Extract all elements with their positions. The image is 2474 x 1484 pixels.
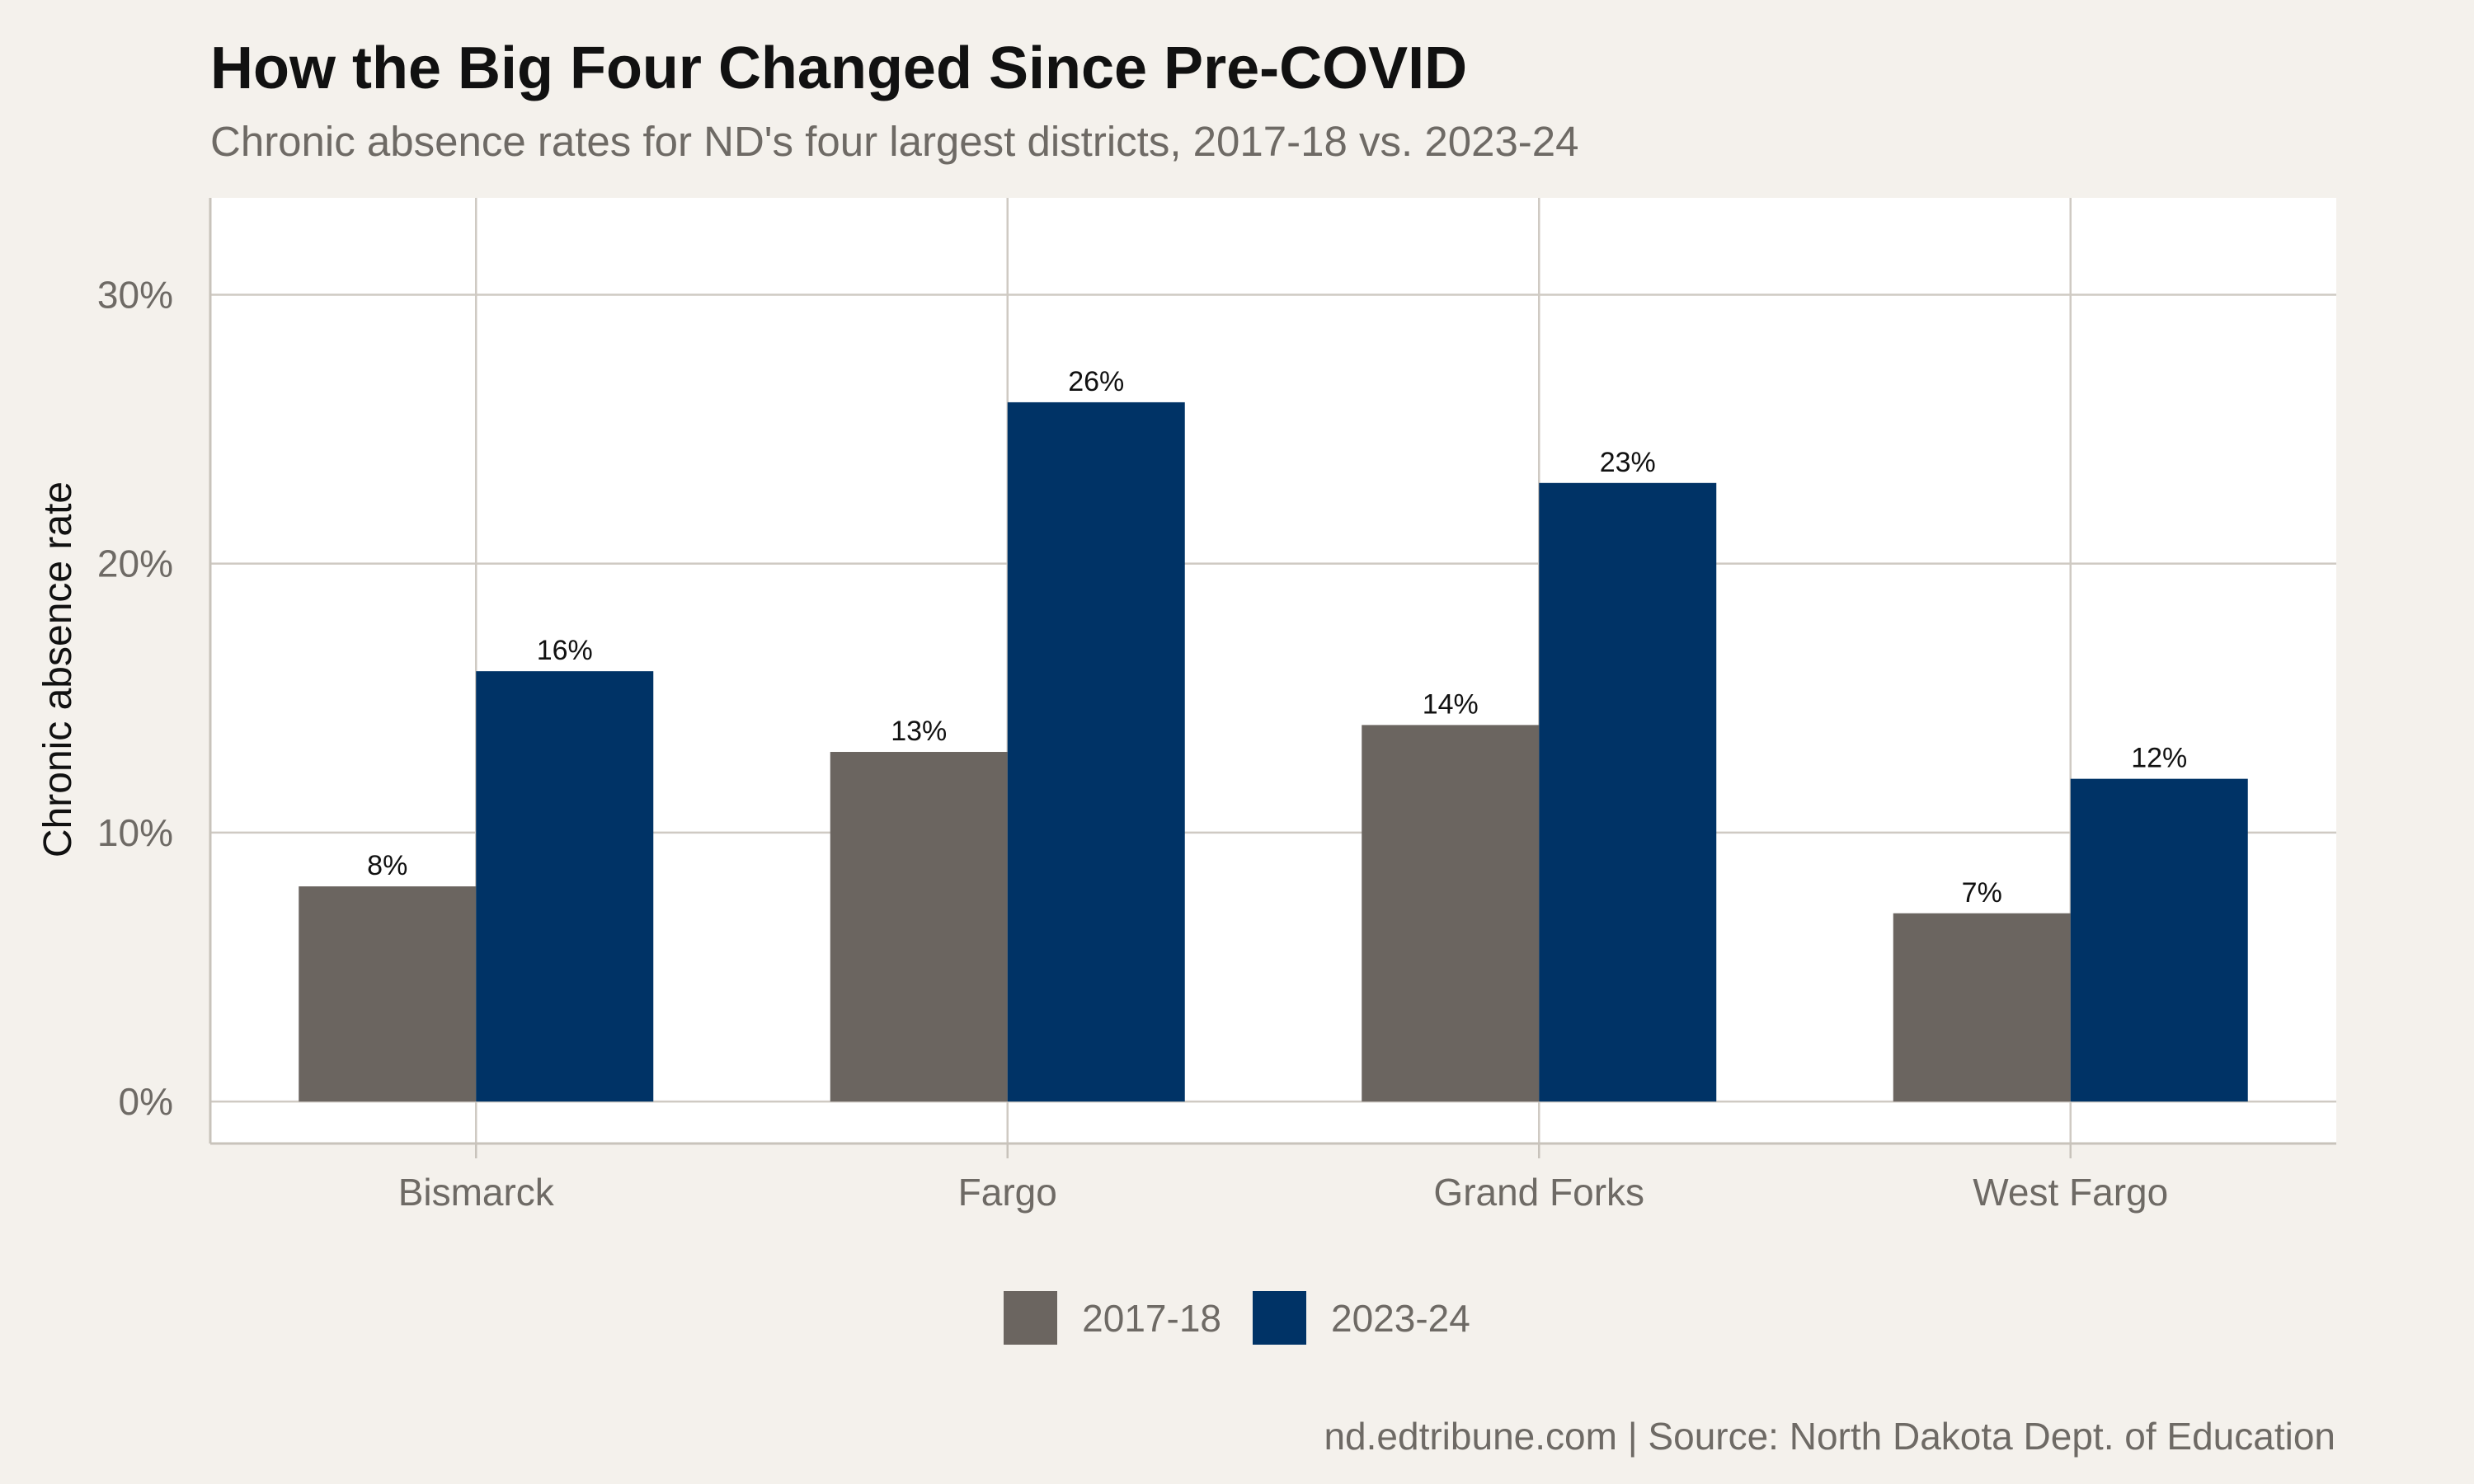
data-label-layer: 8% 13% 14% 7% 16% 26% 23% 12% [367,366,2187,909]
bar-2023-24 [1007,402,1185,1102]
bar-2023-24 [1539,482,1717,1102]
bar-2017-18 [1893,913,2071,1102]
bar-data-label: 23% [1600,447,1656,478]
bar-2023-24 [2070,778,2248,1102]
y-axis-title: Chronic absence rate [36,481,80,857]
bar-2017-18 [830,752,1008,1102]
legend-item-2017-18: 2017-18 [1004,1291,1221,1345]
x-tick-label: West Fargo [1973,1171,2168,1214]
bar-data-label: 8% [367,850,407,881]
legend-label-2023-24: 2023-24 [1331,1296,1470,1340]
bar-2017-18 [299,886,477,1102]
legend-label-2017-18: 2017-18 [1082,1296,1221,1340]
chart-title: How the Big Four Changed Since Pre-COVID [210,35,1468,101]
y-tick-label: 20% [97,542,173,585]
bar-2017-18 [1362,725,1540,1102]
bar-layer [299,402,2248,1102]
legend-item-2023-24: 2023-24 [1253,1291,1470,1345]
bar-data-label: 26% [1068,366,1124,397]
y-tick-label: 30% [97,273,173,316]
y-tick-label: 0% [119,1080,173,1123]
x-tick-label: Bismarck [398,1171,555,1214]
source-caption: nd.edtribune.com | Source: North Dakota … [1324,1415,2335,1458]
y-tick-layer: 0% 10% 20% 30% [97,273,173,1123]
y-tick-label: 10% [97,811,173,854]
bar-data-label: 7% [1962,877,2002,909]
bar-data-label: 16% [537,635,593,666]
legend-swatch-2017-18 [1004,1291,1058,1345]
x-tick-layer: Bismarck Fargo Grand Forks West Fargo [398,1144,2168,1214]
bar-data-label: 13% [891,716,947,747]
chart-subtitle: Chronic absence rates for ND's four larg… [210,118,1579,165]
legend-swatch-2023-24 [1253,1291,1306,1345]
x-tick-label: Grand Forks [1433,1171,1644,1214]
x-tick-label: Fargo [958,1171,1057,1214]
bar-data-label: 14% [1423,688,1479,720]
bar-2023-24 [476,671,654,1102]
legend: 2017-18 2023-24 [0,1291,2474,1345]
bar-data-label: 12% [2131,743,2187,774]
